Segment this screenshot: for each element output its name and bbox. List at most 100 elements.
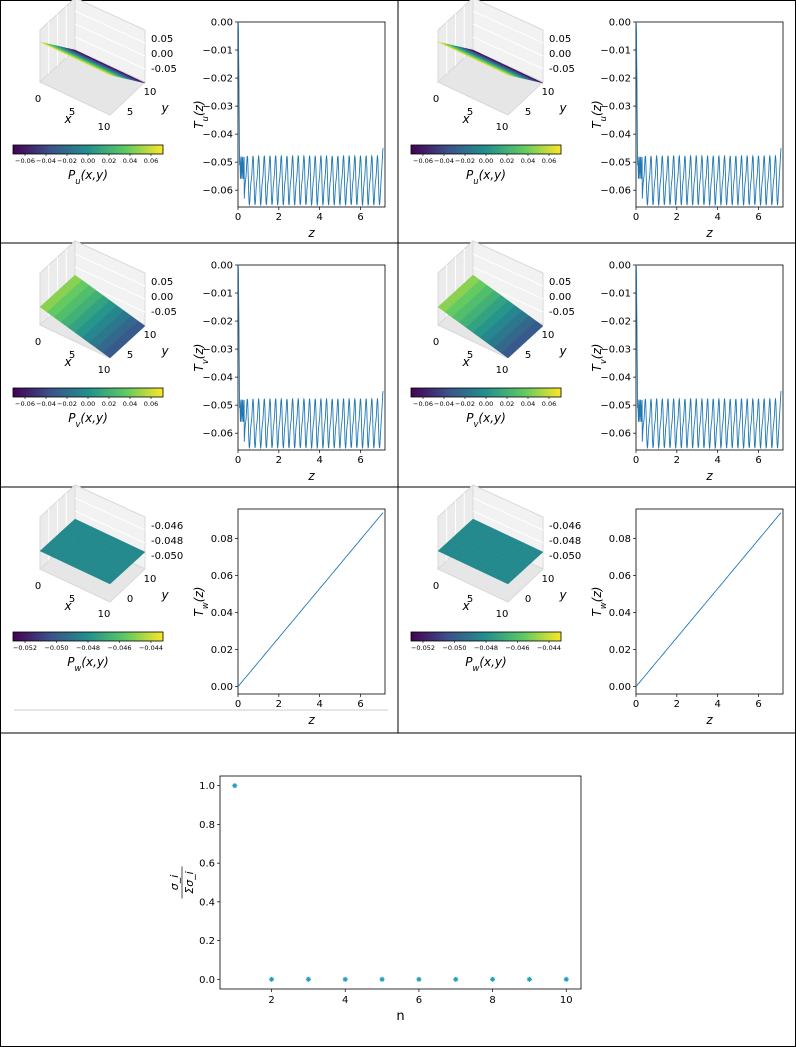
y-tick-label: −0.06: [202, 186, 233, 197]
data-point: [379, 976, 385, 982]
z-tick-label: -0.048: [151, 536, 183, 547]
y-tick-label: −0.02: [202, 317, 233, 328]
y-tick-label: 0.00: [609, 682, 631, 693]
y-tick-label: 0.02: [609, 645, 631, 656]
series-line: [635, 264, 782, 450]
colorbar: [12, 144, 164, 155]
pane-grid-line: [472, 36, 544, 70]
colorbar-tick-label: −0.044: [139, 644, 163, 652]
colorbar-tick-label: −0.04: [434, 400, 454, 408]
pane-grid-line: [74, 10, 146, 44]
x-axis-label: x: [63, 112, 72, 126]
x-tick-label: 4: [316, 455, 322, 466]
point-mark: [269, 977, 274, 982]
colorbar-tick-label: −0.02: [57, 157, 77, 165]
colorbar-tick-label: −0.052: [13, 644, 37, 652]
x-axis-label: x: [461, 355, 470, 369]
y-tick-label: −0.03: [202, 345, 233, 356]
y-tick-label: 10: [144, 330, 157, 341]
z-tick-label: 0.05: [151, 277, 173, 288]
colorbar-tick-label: −0.06: [15, 157, 35, 165]
z-tick-label: -0.046: [151, 521, 183, 532]
colorbar-tick-label: 0.00: [81, 157, 95, 165]
z-tick-label: -0.048: [549, 536, 581, 547]
y-tick-label: 5: [127, 350, 133, 361]
y-label-denominator: Σσ_i: [183, 871, 196, 893]
x-tick-label: 6: [755, 699, 761, 710]
colorbar-tick-label: −0.04: [36, 400, 56, 408]
x-axis-label: z: [705, 713, 713, 727]
y-tick-label: 0.04: [211, 608, 233, 619]
pane-grid-line: [472, 510, 544, 544]
z-tick-label: 0.05: [151, 34, 173, 45]
y-axis-label: y: [558, 588, 567, 602]
x-tick-label: 6: [357, 455, 363, 466]
z-tick-label: 0.00: [549, 49, 571, 60]
pane-grid-line: [472, 497, 544, 531]
data-point: [563, 976, 569, 982]
y-tick-label: 0.06: [609, 571, 631, 582]
y-tick-label: −0.02: [600, 317, 631, 328]
x-tick-label: 0: [633, 699, 639, 710]
x-axis-label: z: [705, 469, 713, 483]
point-mark: [306, 977, 311, 982]
y-tick-label: −0.05: [202, 158, 233, 169]
x-tick-label: 2: [276, 212, 282, 223]
x-tick-label: 2: [674, 455, 680, 466]
surface-cell: [532, 320, 544, 330]
data-point: [416, 976, 422, 982]
colorbar-label: Pv(x,y): [466, 411, 506, 429]
x-tick-label: 0: [35, 94, 41, 105]
data-point: [305, 976, 311, 982]
colorbar-tick-label: −0.048: [76, 644, 100, 652]
y-tick-label: −0.02: [202, 74, 233, 85]
point-mark: [564, 977, 569, 982]
x-tick-label: 4: [316, 699, 322, 710]
colorbar-tick-label: 0.06: [542, 157, 556, 165]
y-tick-label: 0.6: [199, 859, 215, 870]
x-tick-label: 2: [268, 995, 274, 1006]
x-tick-label: 6: [755, 212, 761, 223]
line-plot-2: 0 2 4 6 0.00 −0.01 −0.02 −0.03 −0.04 −0.05 −0.06 z T…: [590, 18, 784, 240]
y-tick-label: 0.8: [199, 820, 215, 831]
x-axis-label: x: [63, 355, 72, 369]
x-axis-label: z: [705, 226, 713, 240]
x-tick-label: 0: [433, 581, 439, 592]
data-point: [526, 976, 532, 982]
pane-grid-line: [74, 36, 146, 70]
colorbar-tick-label: −0.04: [36, 157, 56, 165]
x-tick-label: 10: [98, 122, 111, 133]
y-tick-label: −0.01: [600, 289, 631, 300]
y-tick-label: −0.05: [600, 158, 631, 169]
x-tick-label: 10: [496, 122, 509, 133]
z-tick-label: 0.00: [549, 292, 571, 303]
pane-grid-line: [472, 10, 544, 44]
y-tick-label: 0.04: [609, 608, 631, 619]
pane-grid-line: [472, 23, 544, 57]
plot-frame: [635, 264, 784, 451]
colorbar: [12, 387, 164, 398]
y-tick-label: 10: [144, 574, 157, 585]
y-tick-label: 0: [525, 594, 531, 605]
colorbar-label: Pu(x,y): [466, 168, 506, 186]
y-tick-label: −0.02: [600, 74, 631, 85]
data-point: [232, 783, 238, 789]
y-axis-label: y: [160, 101, 169, 115]
x-tick-label: 4: [714, 699, 720, 710]
x-tick-label: 0: [633, 455, 639, 466]
colorbar-label: Pu(x,y): [68, 168, 108, 186]
colorbar-tick-label: −0.050: [442, 644, 466, 652]
x-tick-label: 0: [235, 699, 241, 710]
pane-grid-line: [74, 510, 146, 544]
z-tick-label: -0.05: [549, 64, 575, 75]
series-line: [635, 21, 782, 207]
y-axis-label: y: [160, 344, 169, 358]
y-axis-label: σ_i Σσ_i: [168, 866, 196, 899]
colorbar-tick-label: 0.00: [479, 157, 493, 165]
x-tick-label: 6: [357, 699, 363, 710]
plot-frame: [237, 264, 386, 451]
colorbar-label: Pw(x,y): [67, 655, 109, 673]
colorbar-tick-label: 0.06: [144, 400, 158, 408]
